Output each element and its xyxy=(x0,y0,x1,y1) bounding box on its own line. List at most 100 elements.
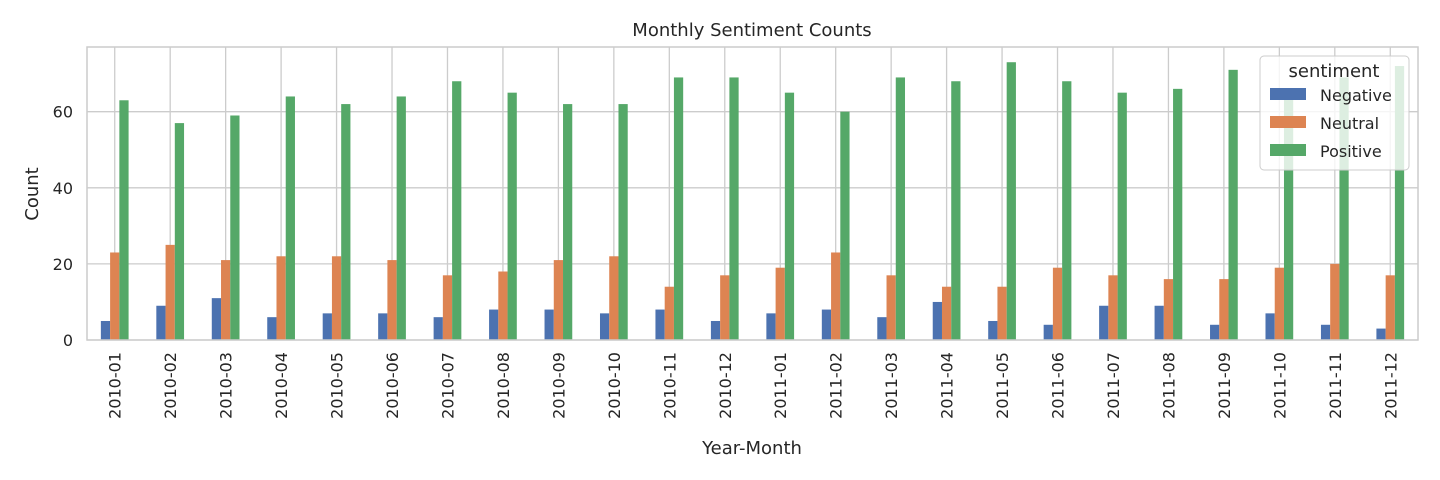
bar-negative xyxy=(1210,324,1220,340)
chart-title: Monthly Sentiment Counts xyxy=(632,20,871,41)
x-tick-label: 2011-09 xyxy=(1215,352,1234,419)
bar-positive xyxy=(1117,92,1127,340)
legend-label-neutral: Neutral xyxy=(1320,114,1379,133)
bar-positive xyxy=(729,77,739,340)
bar-negative xyxy=(1154,305,1164,340)
x-tick-label: 2011-01 xyxy=(771,352,790,419)
bar-positive xyxy=(618,104,628,341)
bar-neutral xyxy=(1219,279,1229,340)
x-tick-label: 2011-03 xyxy=(882,352,901,419)
bar-neutral xyxy=(941,286,952,340)
bar-negative xyxy=(710,320,721,340)
bar-positive xyxy=(1006,62,1016,341)
bar-negative xyxy=(378,313,388,340)
bar-neutral xyxy=(110,252,120,340)
bar-positive xyxy=(119,100,129,340)
bar-negative xyxy=(1376,328,1386,340)
bar-positive xyxy=(507,92,517,340)
bar-negative xyxy=(988,320,998,340)
bar-negative xyxy=(932,301,942,340)
x-tick-label: 2011-12 xyxy=(1381,352,1400,419)
plot-frame xyxy=(86,46,1419,341)
bar-neutral xyxy=(165,244,175,340)
x-tick-label: 2011-11 xyxy=(1326,352,1345,419)
bar-negative xyxy=(322,313,332,340)
bar-neutral xyxy=(221,260,231,340)
bar-neutral xyxy=(276,256,286,340)
legend-box xyxy=(1259,55,1410,171)
x-tick-label: 2010-07 xyxy=(438,352,457,419)
bar-positive xyxy=(1339,77,1349,340)
legend-swatch-negative xyxy=(1270,88,1306,100)
bar-negative xyxy=(599,313,610,340)
bar-positive xyxy=(1394,66,1405,340)
x-tick-label: 2010-03 xyxy=(217,352,236,419)
bar-negative xyxy=(1043,324,1053,340)
bar-neutral xyxy=(1108,275,1118,340)
x-tick-label: 2011-02 xyxy=(827,352,846,419)
x-tick-label: 2011-08 xyxy=(1159,352,1178,419)
bar-positive xyxy=(341,104,351,341)
bar-positive xyxy=(951,81,961,340)
x-axis-label: Year-Month xyxy=(701,438,802,459)
bar-positive xyxy=(895,77,906,340)
bar-negative xyxy=(100,320,111,340)
bar-neutral xyxy=(886,275,896,340)
bar-neutral xyxy=(498,271,508,340)
bar-negative xyxy=(544,309,554,340)
x-tick-label: 2010-12 xyxy=(716,352,735,419)
x-tick-label: 2010-08 xyxy=(494,352,513,419)
legend-label-positive: Positive xyxy=(1320,142,1382,161)
bar-positive xyxy=(840,111,850,340)
bar-positive xyxy=(396,96,406,340)
y-tick-label: 0 xyxy=(63,331,73,350)
legend-swatch-neutral xyxy=(1270,116,1306,128)
bar-neutral xyxy=(831,252,841,340)
bar-neutral xyxy=(1274,267,1284,340)
bar-positive xyxy=(1283,92,1294,340)
bar-negative xyxy=(267,317,277,340)
bar-negative xyxy=(655,309,665,340)
x-tick-label: 2010-10 xyxy=(605,352,624,419)
bar-positive xyxy=(1062,81,1072,340)
x-tick-label: 2011-10 xyxy=(1270,352,1289,419)
legend: sentiment Negative Neutral Positive xyxy=(1259,55,1410,171)
bar-positive xyxy=(230,115,240,341)
bar-neutral xyxy=(609,256,619,340)
x-tick-label: 2010-06 xyxy=(383,352,402,419)
x-tick-label: 2010-02 xyxy=(161,352,180,419)
bar-neutral xyxy=(775,267,785,340)
x-tick-label: 2011-04 xyxy=(938,352,957,419)
y-tick-label: 20 xyxy=(53,255,73,274)
bar-negative xyxy=(211,298,222,340)
bar-negative xyxy=(1320,324,1331,340)
bar-neutral xyxy=(1330,263,1340,340)
bar-neutral xyxy=(387,260,397,340)
bar-positive xyxy=(452,81,462,340)
bar-neutral xyxy=(664,286,674,340)
bar-negative xyxy=(821,309,832,340)
x-tick-label: 2011-06 xyxy=(1049,352,1068,419)
y-ticks: 0 20 40 60 xyxy=(53,103,73,350)
bar-neutral xyxy=(1385,275,1395,340)
x-tick-label: 2010-11 xyxy=(660,352,679,419)
bar-positive xyxy=(1228,69,1238,340)
y-axis-label: Count xyxy=(22,167,43,220)
x-tick-label: 2010-01 xyxy=(106,352,125,419)
y-tick-label: 40 xyxy=(53,179,73,198)
bar-positive xyxy=(285,96,295,340)
bar-negative xyxy=(1265,313,1275,340)
bar-negative xyxy=(877,317,887,340)
bar-neutral xyxy=(997,286,1007,340)
bar-negative xyxy=(766,313,776,340)
bar-neutral xyxy=(442,275,453,340)
bar-negative xyxy=(1099,305,1109,340)
x-tick-label: 2011-05 xyxy=(993,352,1012,419)
bar-neutral xyxy=(1052,267,1063,340)
bar-neutral xyxy=(331,256,342,340)
y-tick-label: 60 xyxy=(53,103,73,122)
bar-negative xyxy=(489,309,499,340)
x-tick-label: 2010-09 xyxy=(549,352,568,419)
bar-neutral xyxy=(1163,279,1174,340)
